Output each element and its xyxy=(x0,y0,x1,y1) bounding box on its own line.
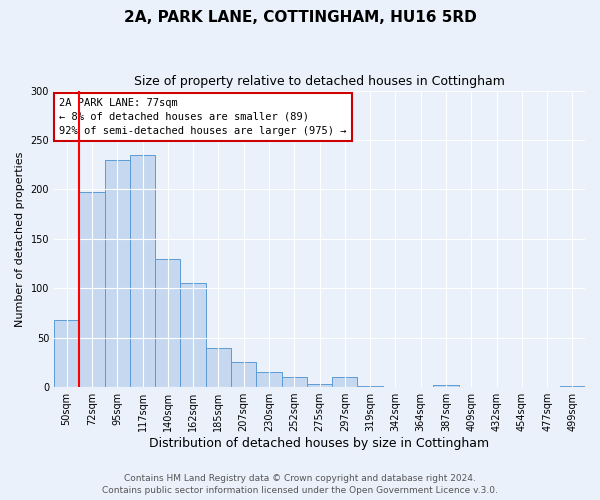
Bar xyxy=(560,386,585,387)
Bar xyxy=(206,348,231,387)
X-axis label: Distribution of detached houses by size in Cottingham: Distribution of detached houses by size … xyxy=(149,437,490,450)
Title: Size of property relative to detached houses in Cottingham: Size of property relative to detached ho… xyxy=(134,75,505,88)
Bar xyxy=(281,377,307,387)
Y-axis label: Number of detached properties: Number of detached properties xyxy=(15,151,25,326)
Bar xyxy=(433,385,458,387)
Text: 2A, PARK LANE, COTTINGHAM, HU16 5RD: 2A, PARK LANE, COTTINGHAM, HU16 5RD xyxy=(124,10,476,25)
Bar xyxy=(307,384,332,387)
Bar xyxy=(79,192,104,387)
Bar xyxy=(155,258,181,387)
Bar xyxy=(332,377,358,387)
Text: Contains HM Land Registry data © Crown copyright and database right 2024.
Contai: Contains HM Land Registry data © Crown c… xyxy=(102,474,498,495)
Bar xyxy=(181,284,206,387)
Bar xyxy=(54,320,79,387)
Bar xyxy=(256,372,281,387)
Text: 2A PARK LANE: 77sqm
← 8% of detached houses are smaller (89)
92% of semi-detache: 2A PARK LANE: 77sqm ← 8% of detached hou… xyxy=(59,98,347,136)
Bar xyxy=(104,160,130,387)
Bar xyxy=(358,386,383,387)
Bar xyxy=(130,155,155,387)
Bar xyxy=(231,362,256,387)
